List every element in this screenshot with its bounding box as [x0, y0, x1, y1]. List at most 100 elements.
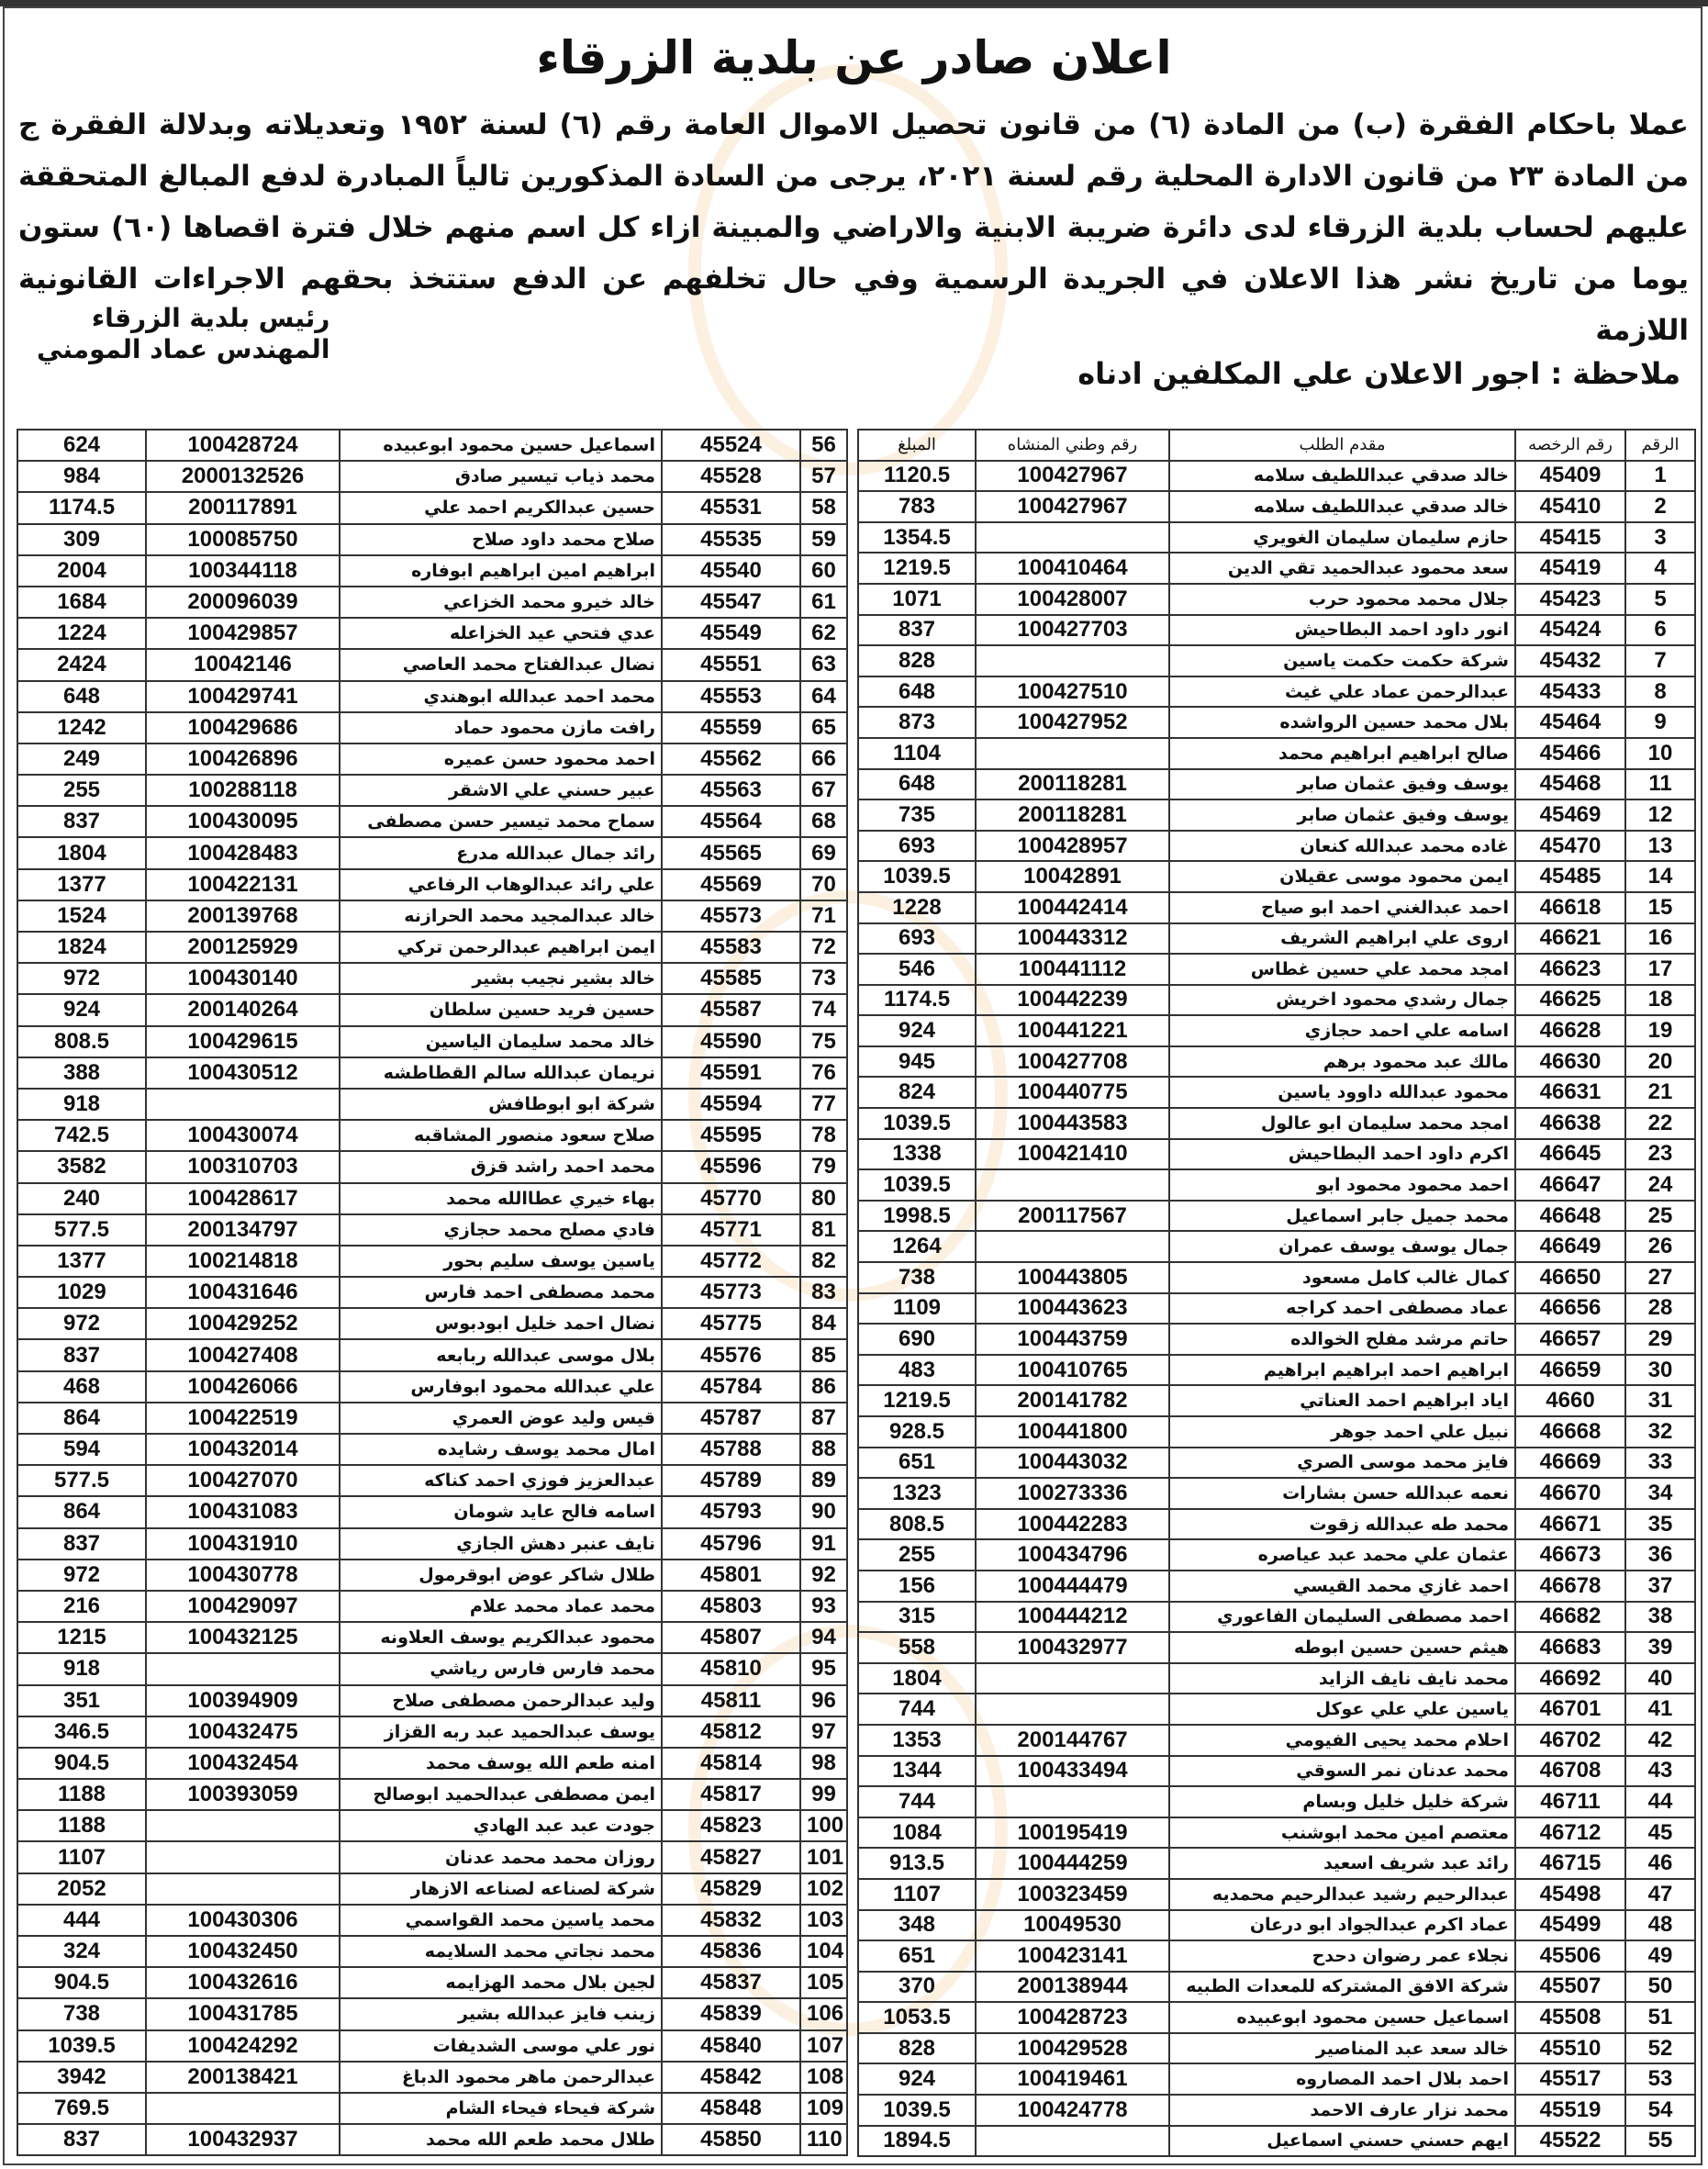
amount-cell: 783 — [857, 490, 977, 523]
row-number-cell: 9 — [1624, 706, 1696, 739]
signature-block: رئيس بلدية الزرقاء المهندس عماد المومني — [37, 303, 329, 365]
table-row: 2052 شركة لصناعه لصناعه الازهار 45829 102 — [17, 1872, 848, 1906]
table-header: المبلغ رقم وطني المنشاه مقدم الطلب رقم ا… — [857, 429, 1696, 462]
applicant-cell: محمد احمد راشد قزق — [339, 1150, 663, 1184]
applicant-cell: فادي مصلح محمد حجازي — [339, 1213, 663, 1247]
license-cell: 45423 — [1514, 582, 1626, 616]
table-row: 913.5 100444259 رائد عبد شريف اسعيد 46715 46 — [857, 1847, 1696, 1880]
license-cell: 45817 — [661, 1778, 801, 1812]
row-number-cell: 108 — [799, 2060, 848, 2094]
row-number-cell: 57 — [799, 460, 848, 494]
table-row: 348 10049530 عماد اكرم عبدالجواد ابو درعان… — [857, 1908, 1696, 1942]
row-number-cell: 97 — [799, 1715, 848, 1749]
table-row: 1215 100432125 محمود عبدالكريم يوسف العلاو… — [17, 1621, 848, 1655]
table-left: 624 100428724 اسماعيل حسين محمود ابوعبيده 4… — [17, 428, 848, 2157]
applicant-cell: ابراهيم احمد ابراهيم ابراهيم — [1168, 1353, 1516, 1387]
license-cell: 45829 — [661, 1872, 801, 1906]
row-number-cell: 30 — [1624, 1353, 1696, 1387]
amount-cell: 249 — [17, 742, 147, 777]
amount-cell: 2424 — [17, 648, 147, 682]
row-number-cell: 72 — [799, 930, 848, 965]
table-row: 1219.5 100410464 سعد محمود عبدالحميد تقي ا… — [857, 552, 1696, 585]
row-number-cell: 67 — [799, 774, 848, 808]
license-cell: 45510 — [1514, 2031, 1626, 2065]
national-id-cell: 100443759 — [975, 1323, 1170, 1356]
national-id-cell: 100428724 — [145, 428, 340, 463]
national-id-cell: 100430074 — [145, 1119, 340, 1153]
license-cell: 45803 — [661, 1589, 801, 1624]
row-number-cell: 79 — [799, 1150, 848, 1184]
row-number-cell: 23 — [1624, 1137, 1696, 1171]
national-id-cell: 100085750 — [145, 522, 340, 556]
applicant-cell: محمد فارس فارس رياشي — [339, 1652, 663, 1686]
signature-title: رئيس بلدية الزرقاء — [91, 303, 330, 333]
amount-cell: 255 — [17, 774, 147, 808]
national-id-cell: 100432616 — [145, 1966, 340, 2000]
table-row: 1104 صالح ابراهيم ابراهيم محمد 45466 10 — [857, 736, 1696, 770]
table-row: 1377 100422131 علي رائد عبدالوهاب الرفاعي 4… — [17, 867, 848, 901]
amount-cell: 738 — [857, 1261, 977, 1294]
applicant-cell: محمود عبدالكريم يوسف العلاونه — [339, 1621, 663, 1655]
row-number-cell: 69 — [799, 836, 848, 870]
header-license: رقم الرخصه — [1514, 429, 1626, 462]
amount-cell: 309 — [17, 522, 147, 556]
amount-cell: 1344 — [857, 1754, 977, 1788]
table-row: 690 100443759 حاتم مرشد مفلح الخوالده 46657… — [857, 1323, 1696, 1356]
national-id-cell: 200118281 — [975, 799, 1170, 832]
table-row: 1323 100273336 نعمه عبدالله حسن بشارات 4667… — [857, 1477, 1696, 1510]
table-row: 3582 100310703 محمد احمد راشد قزق 45596 79 — [17, 1150, 848, 1184]
national-id-cell: 100427708 — [975, 1045, 1170, 1079]
license-cell: 45839 — [661, 1997, 801, 2031]
amount-cell: 1354.5 — [857, 520, 977, 554]
table-row: 651 100443032 فايز محمد موسى الصري 46669 33 — [857, 1446, 1696, 1480]
amount-cell: 624 — [17, 428, 147, 463]
license-cell: 46683 — [1514, 1631, 1626, 1664]
table-row: 577.5 200134797 فادي مصلح محمد حجازي 45771 8… — [17, 1213, 848, 1247]
license-cell: 45793 — [661, 1495, 801, 1529]
license-cell: 46650 — [1514, 1261, 1626, 1294]
license-cell: 45419 — [1514, 552, 1626, 585]
table-row: 1894.5 ايهم حسني حسني اسماعيل 45522 55 — [857, 2124, 1696, 2158]
row-number-cell: 44 — [1624, 1785, 1696, 1818]
table-row: 351 100394909 وليد عبدالرحمن مصطفى صلاح 458… — [17, 1683, 848, 1717]
table-row: 808.5 100429615 خالد محمد سليمان الياسين 45… — [17, 1024, 848, 1058]
table-row: 824 100440775 محمود عبدالله داوود ياسين 466… — [857, 1076, 1696, 1110]
national-id-cell: 100432125 — [145, 1621, 340, 1655]
applicant-cell: صلاح محمد داود صلاح — [339, 522, 663, 556]
amount-cell: 837 — [17, 2123, 147, 2157]
amount-cell: 468 — [17, 1370, 147, 1403]
applicant-cell: اسماعيل حسين محمود ابوعبيده — [1168, 2001, 1516, 2034]
applicant-cell: طلال شاكر عوض ابوقرمول — [339, 1558, 663, 1592]
table-row: 1264 جمال يوسف يوسف عمران 46649 26 — [857, 1230, 1696, 1264]
row-number-cell: 39 — [1624, 1631, 1696, 1664]
table-row: 1219.5 200141782 اياد ابراهيم احمد العناتي… — [857, 1384, 1696, 1417]
row-number-cell: 24 — [1624, 1168, 1696, 1202]
national-id-cell: 100432475 — [145, 1715, 340, 1749]
national-id-cell: 100443623 — [975, 1291, 1170, 1325]
applicant-cell: علي عبدالله محمود ابوفارس — [339, 1370, 663, 1403]
applicant-cell: بلال موسى عبدالله ربابعه — [339, 1338, 663, 1372]
amount-cell: 924 — [857, 2063, 977, 2096]
license-cell: 45590 — [661, 1024, 801, 1058]
national-id-cell: 100428483 — [145, 836, 340, 870]
amount-cell: 651 — [857, 1446, 977, 1480]
table-row: 1039.5 احمد محمود محمود ابو 46647 24 — [857, 1168, 1696, 1202]
row-number-cell: 89 — [799, 1464, 848, 1498]
table-row: 346.5 100432475 يوسف عبدالحميد عبد ربه الق… — [17, 1715, 848, 1749]
national-id-cell: 100427952 — [975, 706, 1170, 739]
national-id-cell: 100427967 — [975, 459, 1170, 493]
license-cell: 45506 — [1514, 1940, 1626, 1973]
table-row: 928.5 100441800 نبيل علي احمد جوهر 46668 32 — [857, 1415, 1696, 1448]
national-id-cell: 100288118 — [145, 774, 340, 808]
national-id-cell: 100428723 — [975, 2001, 1170, 2034]
license-cell: 46631 — [1514, 1076, 1626, 1110]
table-row: 1188 جودت عبد عبد الهادي 45823 100 — [17, 1809, 848, 1843]
applicant-cell: عثمان علي محمد عبد عياصره — [1168, 1538, 1516, 1571]
table-row: 693 100443312 اروى علي ابراهيم الشريف 46621… — [857, 922, 1696, 956]
row-number-cell: 18 — [1624, 983, 1696, 1017]
license-cell: 45784 — [661, 1370, 801, 1403]
national-id-cell — [145, 1840, 340, 1874]
row-number-cell: 12 — [1624, 799, 1696, 832]
table-row: 255 100288118 عبير حسني علي الاشقر 45563 67 — [17, 774, 848, 808]
table-row: 744 شركة خليل خليل وبسام 46711 44 — [857, 1785, 1696, 1818]
